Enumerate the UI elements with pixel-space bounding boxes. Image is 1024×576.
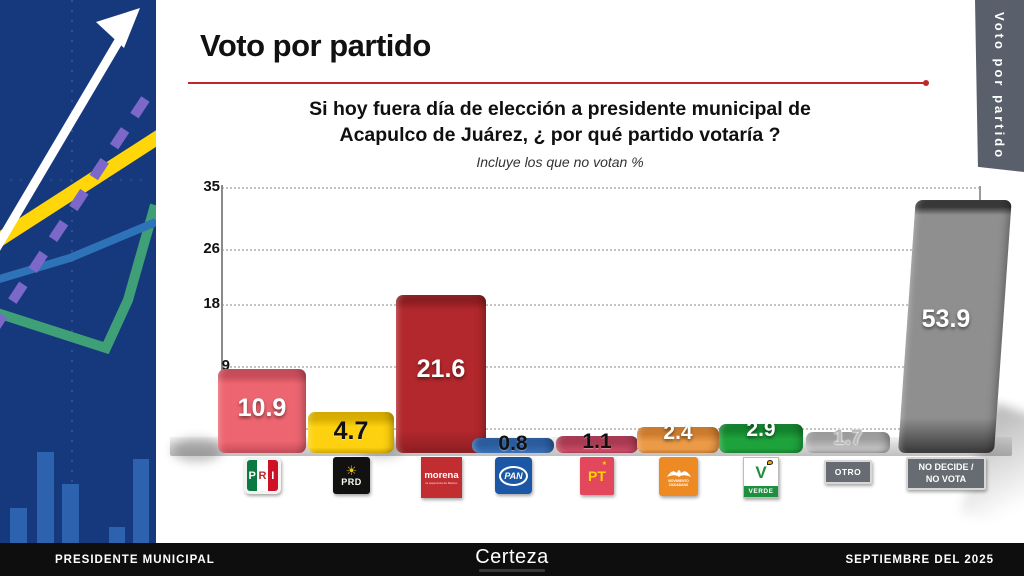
section-tab-label: Voto por partido [992,11,1007,161]
title-underline [188,80,929,86]
bar-prd [308,412,394,453]
pt-logo: ★ PT [580,457,614,495]
y-axis-tick-35: 35 [203,178,220,195]
prd-logo: ☀ PRD [333,457,370,494]
bar-morena [396,295,486,453]
certeza-logo: Certeza [475,546,549,568]
gridline-18 [222,304,980,306]
bar-value-2.9: 2.9 [746,418,776,441]
purple-dashed-line [0,89,155,329]
bar-value-2.4: 2.4 [663,421,693,444]
footer-position-label: PRESIDENTE MUNICIPAL [55,553,215,566]
pan-logo: PAN [495,457,532,494]
otro-logo: OTRO [824,460,872,484]
gridline-26 [222,249,980,251]
mc-logo: MOVIMIENTO CIUDADANO [659,457,698,496]
bar-value-1.1: 1.1 [582,430,612,453]
survey-question-line2: Acapulco de Juárez, ¿ por qué partido vo… [339,124,781,147]
morena-logo: morena la esperanza de México [421,457,462,498]
survey-question: Si hoy fuera día de elección a president… [230,96,890,149]
y-axis-tick-26: 26 [203,240,220,257]
eagle-icon [666,469,691,477]
y-axis-line [221,185,223,430]
nodecide-logo: NO DECIDE / NO VOTA [906,457,986,490]
bar-value-1.7: 1.7 [833,426,863,449]
gridline-35 [222,187,980,189]
bar-chart: 35 26 18 9 10.9 4.7 21.6 0.8 1.1 2.4 2.9 1.7 53.9 P … [0,0,1024,542]
bar-value-53.9: 53.9 [921,305,971,333]
bar-value-10.9: 10.9 [237,394,287,422]
verde-logo: V VERDE [743,457,779,498]
teal-trend-line [0,203,156,355]
page-title: Voto por partido [200,28,431,63]
arrow-shaft [0,29,128,251]
blue-trend-line [0,218,156,283]
y-axis-tick-18: 18 [203,295,220,312]
sidebar-graphic-panel [0,0,156,543]
footer-date-label: SEPTIEMBRE DEL 2025 [845,553,994,566]
bar-movimiento-ciudadano [637,427,719,453]
yellow-trend-line [0,130,156,248]
bar-pan [472,438,554,453]
survey-question-line1: Si hoy fuera día de elección a president… [309,98,811,120]
bar-pri [218,369,306,453]
bar-verde [719,424,803,453]
section-tab: Voto por partido [975,0,1024,172]
trend-lines-graphic [0,0,156,543]
mini-bar-chart-graphic [10,452,149,543]
bar-otro [806,432,890,453]
footer-bar: PRESIDENTE MUNICIPAL Certeza SEPTIEMBRE … [0,543,1024,576]
plot-right-tick [979,186,981,202]
gridline-9 [222,366,980,368]
bar-value-21.6: 21.6 [416,355,466,383]
bar-shadow [172,438,222,462]
y-axis-tick-9: 9 [221,357,230,374]
pri-logo: P R I [244,457,281,494]
gridline-zero [222,428,980,430]
bar-value-0.8: 0.8 [498,432,528,455]
bar-pt [556,436,638,453]
certeza-tagline [479,569,545,572]
bar-value-4.7: 4.7 [333,417,369,445]
chart-note: Incluye los que no votan % [476,154,644,170]
arrow-head-icon [96,8,140,48]
